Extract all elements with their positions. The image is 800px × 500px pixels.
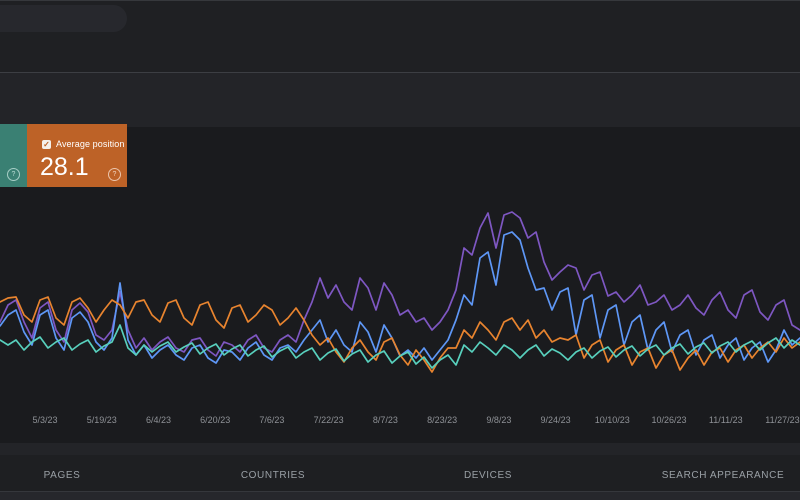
x-tick-label: 5/19/23 bbox=[86, 415, 117, 425]
tab-countries[interactable]: COUNTRIES bbox=[240, 470, 306, 481]
filter-chip[interactable] bbox=[0, 5, 127, 32]
x-tick-label: 5/3/23 bbox=[32, 415, 58, 425]
panel-header-strip bbox=[0, 73, 800, 127]
table-header-strip bbox=[0, 492, 800, 500]
tabs-divider bbox=[0, 491, 800, 492]
x-tick-label: 10/10/23 bbox=[594, 415, 630, 425]
x-tick-label: 7/6/23 bbox=[259, 415, 285, 425]
tab-search-appearance[interactable]: SEARCH APPEARANCE bbox=[661, 470, 785, 481]
average-position-checkbox[interactable]: ✓ bbox=[42, 139, 51, 149]
average-position-label: Average position bbox=[56, 139, 125, 149]
average-position-value: 28.1 bbox=[40, 153, 89, 181]
x-tick-label: 11/11/23 bbox=[708, 415, 743, 425]
x-tick-label: 6/20/23 bbox=[200, 415, 231, 425]
dimension-tabs-bar bbox=[0, 455, 800, 491]
average-ctr-card[interactable]: ? bbox=[0, 124, 27, 187]
average-position-card[interactable]: ✓ Average position 28.1 ? bbox=[27, 124, 127, 187]
x-tick-label: 9/24/23 bbox=[540, 415, 571, 425]
x-tick-label: 9/8/23 bbox=[486, 415, 512, 425]
card-gap bbox=[0, 443, 800, 455]
chart-line-series-purple bbox=[0, 211, 800, 357]
tab-devices[interactable]: DEVICES bbox=[463, 470, 513, 481]
chart-card bbox=[0, 127, 800, 443]
help-icon[interactable]: ? bbox=[7, 168, 20, 181]
chart-line-series-teal bbox=[0, 324, 800, 369]
tab-pages[interactable]: PAGES bbox=[43, 470, 81, 481]
help-icon[interactable]: ? bbox=[108, 168, 121, 181]
x-tick-label: 11/27/23 bbox=[765, 415, 800, 425]
x-tick-label: 8/23/23 bbox=[427, 415, 458, 425]
x-tick-label: 7/22/23 bbox=[313, 415, 344, 425]
x-tick-label: 8/7/23 bbox=[372, 415, 398, 425]
x-tick-label: 6/4/23 bbox=[145, 415, 171, 425]
top-bar bbox=[0, 0, 800, 72]
x-tick-label: 10/26/23 bbox=[651, 415, 687, 425]
header-divider bbox=[0, 72, 800, 73]
